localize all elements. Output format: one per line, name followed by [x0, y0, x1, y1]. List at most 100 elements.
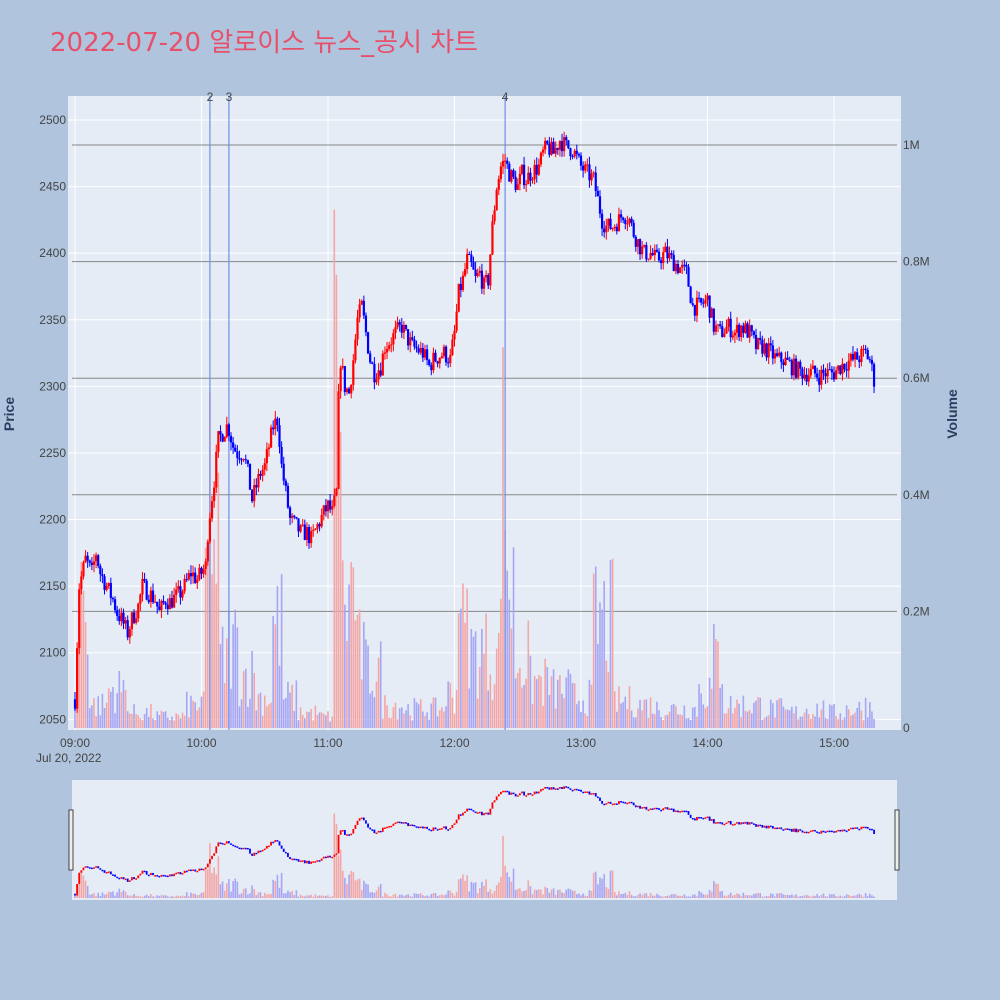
candle-body: [510, 170, 513, 182]
volume-bar: [268, 704, 270, 728]
mini-volume-bar: [786, 894, 789, 898]
volume-bar: [641, 710, 643, 728]
candle-body: [843, 363, 846, 370]
volume-bar: [358, 609, 361, 728]
mini-volume-bar: [510, 881, 513, 898]
candle-body: [674, 263, 677, 272]
mini-candle: [679, 811, 681, 813]
mini-volume-bar: [335, 824, 338, 898]
mini-volume-bar: [107, 891, 110, 898]
mini-candle: [474, 811, 477, 814]
candle-body: [738, 324, 741, 338]
candle-body: [236, 451, 239, 458]
mini-candle: [181, 873, 184, 875]
mini-candle: [78, 872, 81, 884]
range-slider[interactable]: [68, 780, 900, 900]
volume-bar: [101, 693, 104, 728]
volume-bar: [529, 655, 532, 728]
mini-candle: [346, 834, 348, 836]
candle-body: [261, 469, 264, 476]
candle-body: [678, 267, 682, 273]
volume-bar: [192, 700, 194, 728]
volume-bar: [841, 719, 844, 728]
mini-candle: [577, 789, 580, 791]
mini-candle: [171, 874, 173, 877]
mini-candle: [131, 877, 133, 881]
volume-bar: [732, 713, 734, 728]
mini-volume-bar: [757, 892, 759, 898]
mini-candle: [105, 872, 108, 874]
mini-volume-bar: [664, 895, 667, 898]
mini-volume-bar: [531, 894, 534, 898]
mini-volume-bar: [485, 879, 487, 898]
volume-bar: [126, 711, 129, 728]
candle-body: [120, 612, 123, 622]
mini-volume-bar: [672, 894, 675, 898]
mini-volume-bar: [445, 894, 447, 898]
volume-bar: [337, 466, 340, 728]
mini-candle: [270, 841, 272, 846]
volume-bar: [609, 559, 612, 728]
mini-volume-bar: [700, 892, 702, 898]
candle-body: [377, 370, 380, 380]
mini-candle: [293, 858, 296, 861]
candle-body: [463, 269, 467, 276]
mini-volume-bar: [573, 890, 576, 898]
candle-body: [792, 358, 796, 376]
volume-bar: [601, 609, 603, 728]
volume-bar: [618, 686, 620, 728]
mini-volume-bar: [801, 896, 804, 898]
volume-bar: [261, 715, 264, 728]
volume-bar: [725, 713, 728, 728]
range-slider-left-handle[interactable]: [68, 809, 74, 871]
mini-volume-bar: [506, 872, 509, 898]
volume-bar: [489, 674, 492, 728]
volume-bar: [873, 718, 875, 728]
candle-body: [868, 359, 871, 361]
mini-candle: [643, 806, 646, 809]
candle-body: [641, 246, 644, 255]
mini-candle: [424, 826, 426, 829]
mini-candle: [611, 803, 614, 806]
range-slider-right-handle[interactable]: [894, 809, 900, 871]
candle-body: [436, 361, 439, 364]
candle-body: [567, 140, 570, 149]
mini-volume-bar: [698, 890, 700, 898]
volume-bar: [864, 697, 867, 728]
mini-volume-bar: [858, 893, 861, 898]
mini-candle: [297, 859, 300, 862]
mini-volume-bar: [645, 893, 648, 898]
candle-body: [539, 152, 543, 165]
mini-candle: [255, 852, 258, 855]
mini-candle: [343, 830, 346, 835]
mini-volume-bar: [793, 895, 795, 898]
volume-bar: [755, 700, 757, 728]
mini-volume-bar: [390, 896, 393, 898]
volume-bar: [854, 712, 856, 728]
mini-candle: [299, 860, 302, 862]
candle-body: [607, 218, 610, 226]
candle-body: [379, 370, 382, 376]
mini-candle: [333, 854, 336, 857]
mini-volume-bar: [803, 895, 806, 898]
volume-bar: [291, 684, 293, 728]
candle-body: [196, 579, 199, 583]
candle-body: [729, 318, 732, 338]
candle-body: [516, 184, 519, 190]
candle-body: [360, 300, 363, 305]
mini-volume-bar: [609, 870, 612, 898]
mini-candle: [700, 817, 703, 819]
volume-bar: [255, 710, 258, 728]
mini-volume-bar: [687, 896, 690, 898]
volume-bar: [145, 707, 148, 728]
mini-candle: [246, 848, 249, 850]
mini-candle: [394, 822, 397, 825]
time-tick-label: 09:00: [60, 736, 90, 750]
volume-bar: [474, 631, 477, 728]
mini-volume-bar: [869, 893, 871, 898]
candle-body: [202, 569, 205, 574]
volume-bar: [500, 598, 502, 728]
mini-candle: [377, 830, 380, 833]
candle-body: [175, 589, 178, 595]
volume-bar: [405, 710, 407, 728]
